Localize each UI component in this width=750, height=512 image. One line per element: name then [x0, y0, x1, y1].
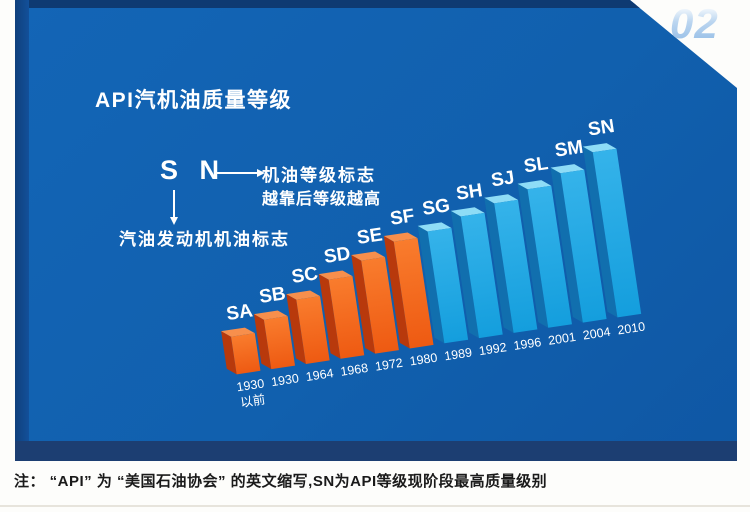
sn-code-label: S N	[160, 155, 227, 185]
bar-year-label: 2010	[616, 319, 647, 338]
grade-mark-label: 机油等级标志	[262, 166, 376, 185]
bottom-divider	[0, 505, 750, 507]
bar-front-face	[231, 333, 261, 375]
panel-bottom-edge	[15, 441, 737, 461]
panel-top-edge	[15, 0, 655, 8]
grade-mark-subtext: 越靠后等级越高	[262, 191, 382, 208]
engine-oil-mark-label: 汽油发动机机油标志	[119, 230, 290, 249]
page-title: API汽机油质量等级	[95, 89, 293, 112]
arrow-right-icon	[214, 169, 265, 177]
main-panel: API汽机油质量等级 S N 机油等级标志 越靠后等级越高 汽油发动机机油标志 …	[15, 0, 737, 461]
page-number: 02	[670, 0, 719, 47]
panel-left-edge	[15, 0, 29, 461]
footnote: 注： “API” 为 “美国石油协会” 的英文缩写,SN为API等级现阶段最高质…	[14, 473, 548, 490]
arrow-down-icon	[170, 190, 178, 225]
chart-bar-SA: SA 1930 以前	[221, 300, 266, 410]
